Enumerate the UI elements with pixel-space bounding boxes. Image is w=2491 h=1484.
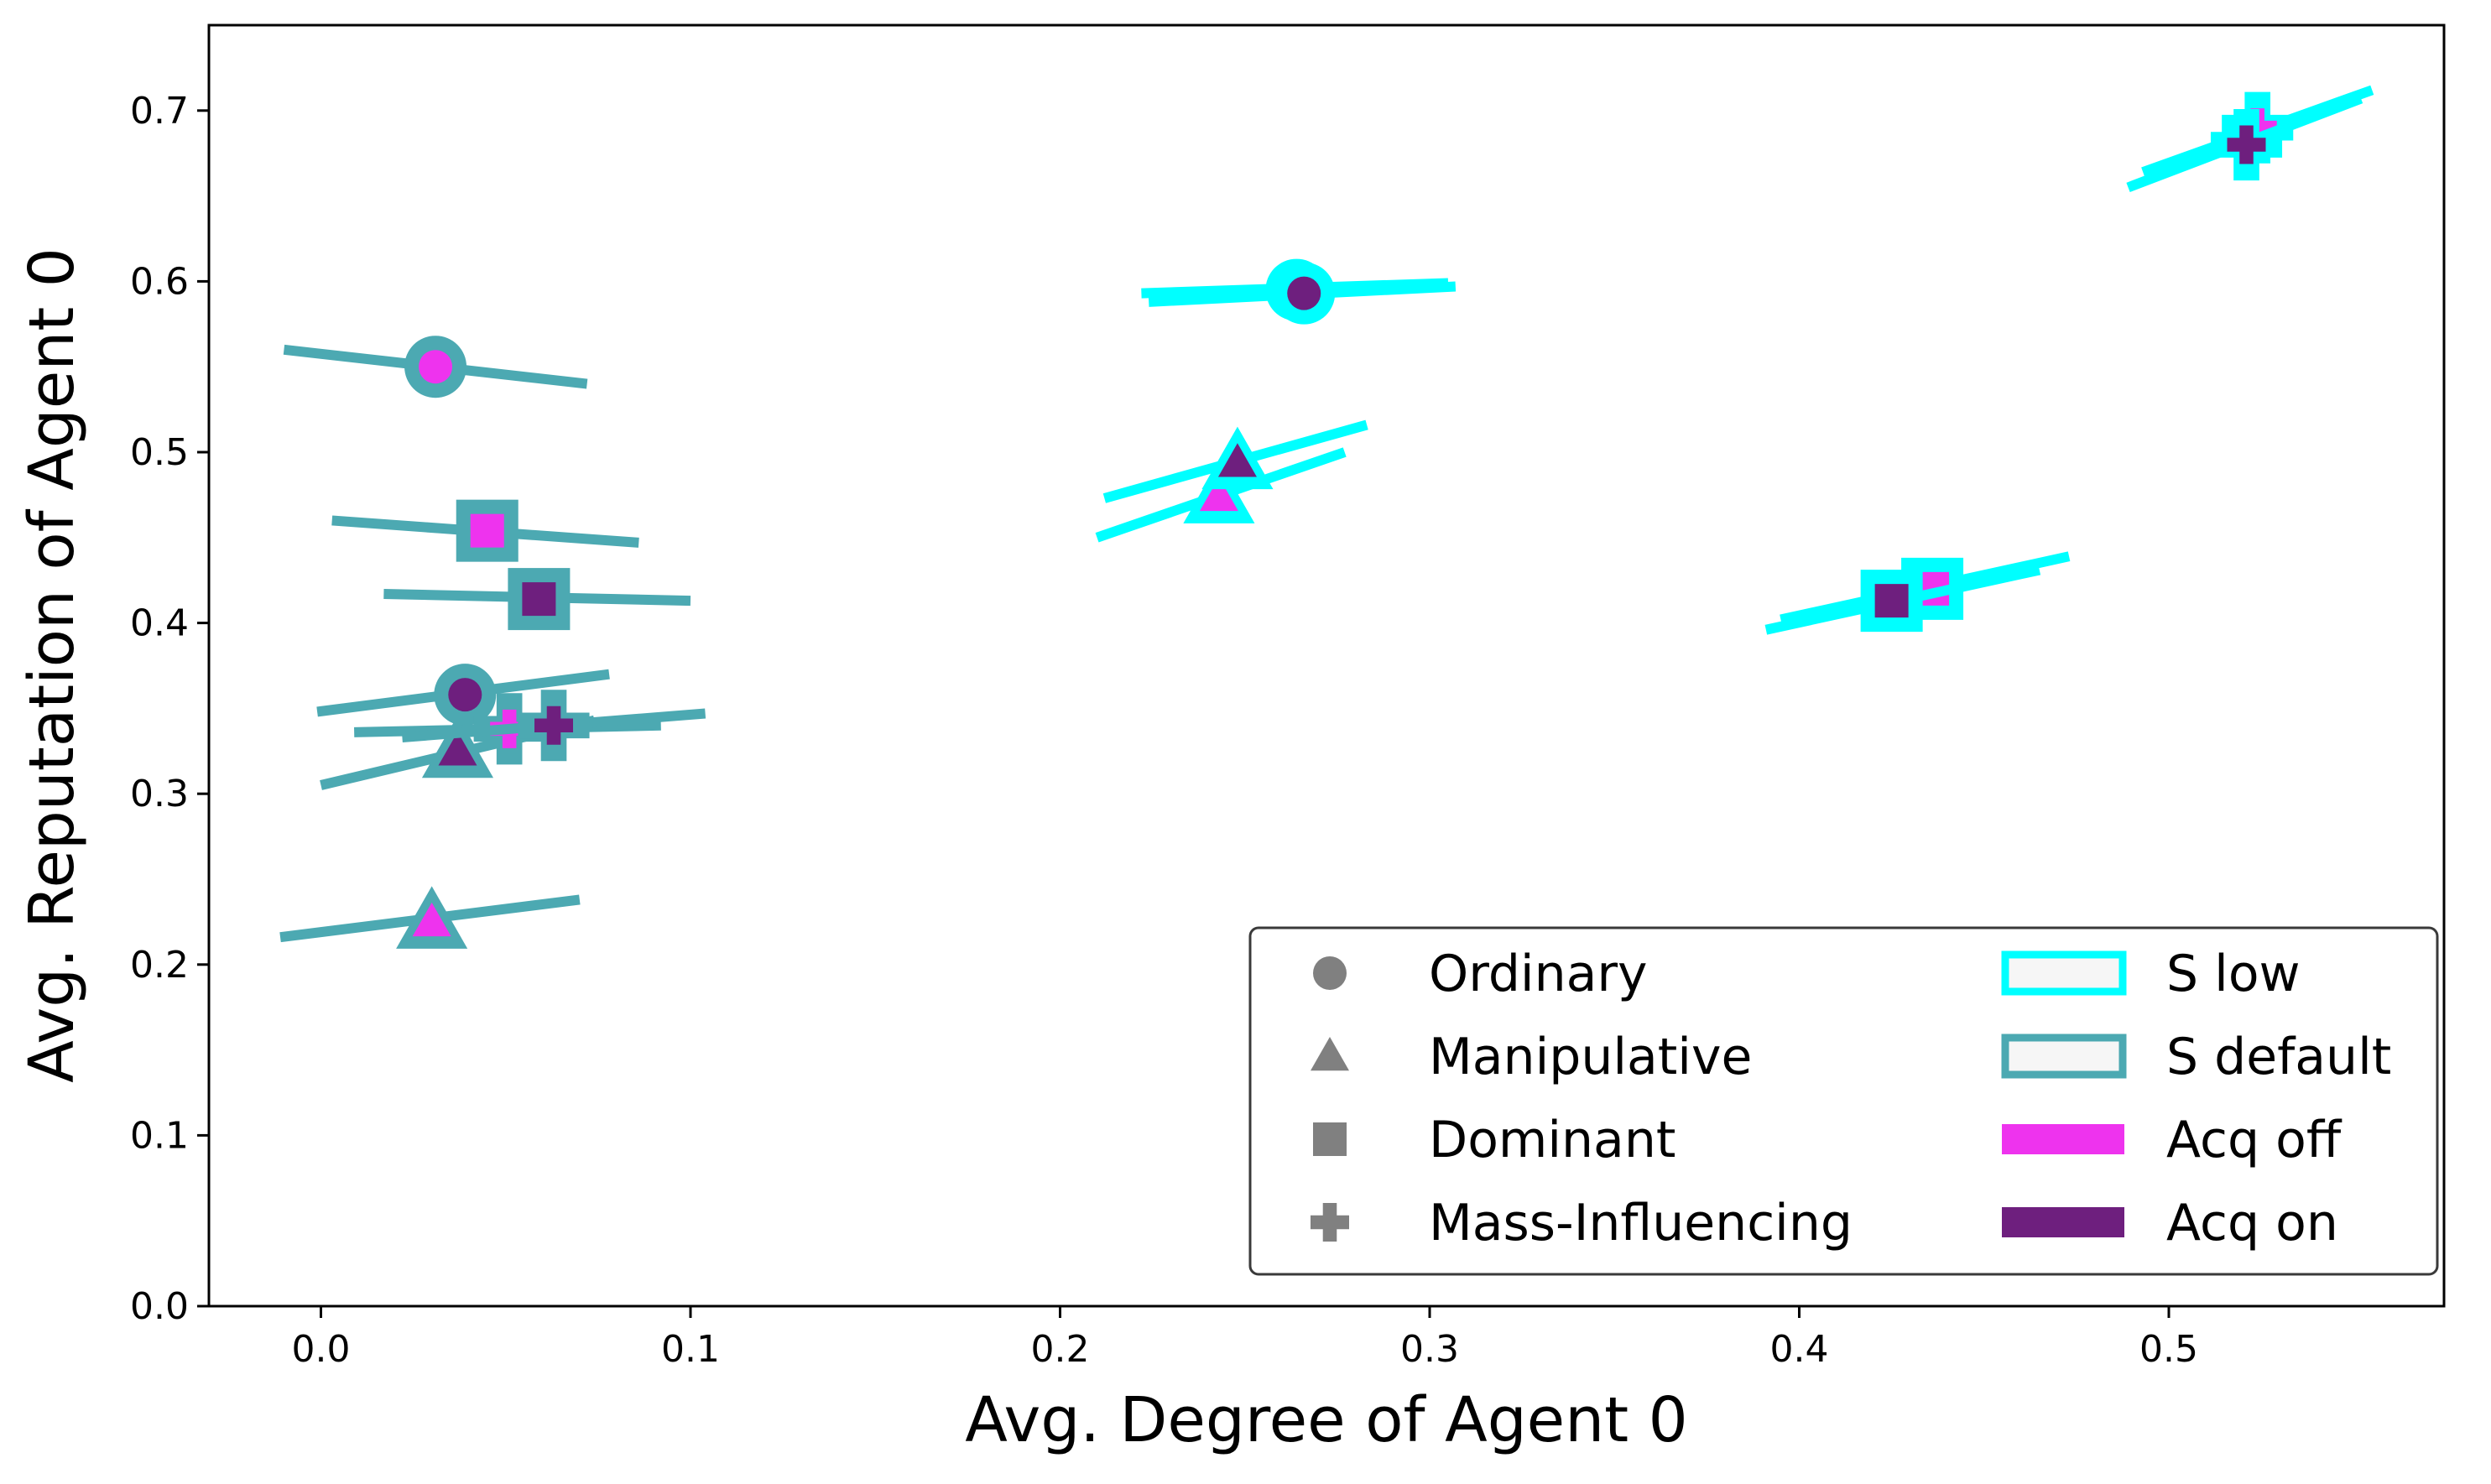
x-tick-label: 0.1 [661,1328,720,1371]
marker-dominant-low-acq-on [1874,584,1909,618]
marker-mass-influencing-default-acq-on [534,706,574,745]
point-group-ordinary-low-acq-on [1148,262,1457,325]
y-tick-label: 0.1 [130,1114,189,1157]
marker-manipulative-default-acq-on [438,732,477,766]
legend-label: Acq off [2166,1111,2342,1169]
marker-dominant-default-acq-on [522,582,556,617]
legend-marker-dominant [1313,1122,1347,1156]
y-tick-label: 0.0 [130,1285,189,1328]
legend-label: S low [2166,945,2301,1003]
legend-marker-mass-influencing [1311,1203,1349,1242]
marker-ordinary-low-acq-on [1287,276,1321,310]
legend-swatch-s-default [2001,1034,2127,1079]
legend-label: Mass-Influencing [1429,1194,1853,1252]
legend: Ordinary Manipulative Dominant Mass-Influen… [1248,926,2439,1276]
legend-marker-ordinary [1313,956,1347,990]
x-axis: 0.0 0.1 0.2 0.3 0.4 0.5 [292,1306,2198,1371]
point-group-ordinary-default-acq-off [283,336,588,398]
point-group-dominant-default-acq-off [331,499,639,562]
y-tick-label: 0.5 [130,431,189,474]
x-tick-label: 0.5 [2139,1328,2198,1371]
point-group-mass-influencing-low-acq-on [2126,93,2363,193]
y-tick-label: 0.2 [130,944,189,987]
point-group-ordinary-default-acq-on [316,664,610,726]
x-axis-label: Avg. Degree of Agent 0 [965,1384,1687,1456]
marker-manipulative-low-acq-on [1217,443,1257,477]
y-axis: 0.0 0.1 0.2 0.3 0.4 0.5 0.6 0.7 [130,90,209,1328]
x-tick-label: 0.4 [1770,1328,1829,1371]
marker-ordinary-default-acq-off [419,350,453,384]
y-tick-label: 0.4 [130,602,189,645]
x-tick-label: 0.3 [1400,1328,1459,1371]
point-group-dominant-default-acq-on [383,568,691,631]
legend-marker-manipulative [1311,1037,1349,1071]
legend-swatch-acq-off [2002,1124,2124,1154]
legend-label: Ordinary [1429,945,1648,1003]
legend-label: Dominant [1429,1111,1675,1169]
x-tick-label: 0.2 [1031,1328,1090,1371]
marker-manipulative-default-acq-off [412,902,451,937]
legend-entries: Ordinary Manipulative Dominant Mass-Influen… [1311,945,2391,1252]
marker-ordinary-default-acq-on [448,678,482,712]
point-group-manipulative-default-acq-off [279,886,581,949]
y-tick-label: 0.3 [130,773,189,815]
point-group-manipulative-low-acq-off [1095,447,1347,543]
y-tick-label: 0.7 [130,90,189,133]
point-group-dominant-low-acq-off [1780,551,2071,625]
legend-label: S default [2166,1028,2391,1086]
data-layer [279,85,2374,949]
marker-dominant-default-acq-off [470,513,504,548]
plot-area-frame [207,23,2446,1308]
point-group-dominant-low-acq-on [1764,565,2041,635]
point-group-manipulative-low-acq-on [1102,419,1368,503]
legend-box [1248,926,2439,1276]
marker-mass-influencing-low-acq-on [2227,125,2266,164]
point-group-mass-influencing-default-acq-on [401,690,706,762]
legend-label: Manipulative [1429,1028,1752,1086]
y-tick-label: 0.6 [130,260,189,303]
legend-swatch-s-low [2001,950,2127,996]
x-tick-label: 0.0 [292,1328,351,1371]
y-axis-label: Avg. Reputation of Agent 0 [16,247,88,1083]
legend-label: Acq on [2166,1194,2338,1252]
marker-manipulative-low-acq-off [1199,476,1238,512]
legend-swatch-acq-on [2002,1207,2124,1237]
